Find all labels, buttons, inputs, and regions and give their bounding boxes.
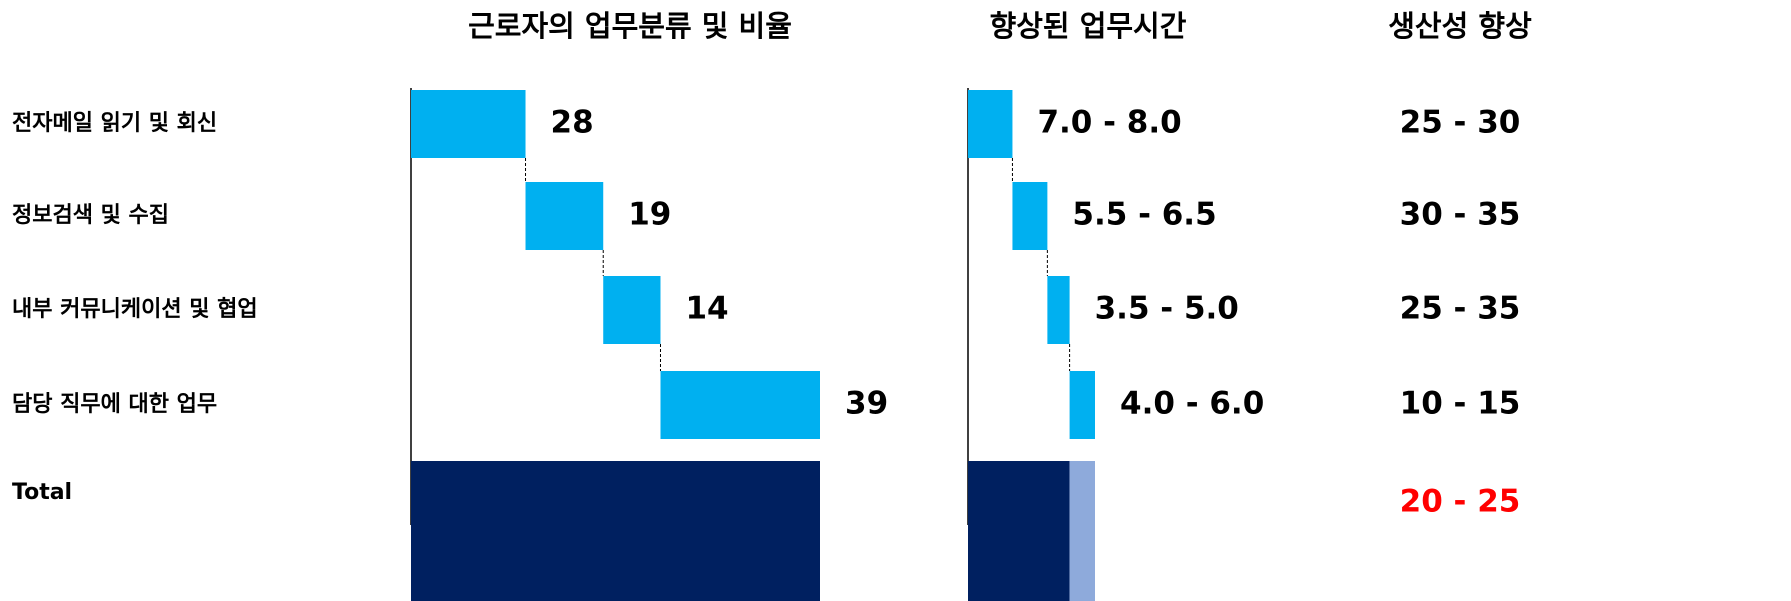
bar (1069, 371, 1095, 439)
row-label: 담당 직무에 대한 업무 (12, 392, 217, 417)
total-bar (411, 461, 820, 601)
value-label: 14 (685, 291, 728, 327)
bar (603, 276, 661, 344)
total-bar (1069, 461, 1095, 601)
value-label: 4.0 - 6.0 (1120, 386, 1264, 422)
bar (1047, 276, 1070, 344)
row-label: Total (12, 480, 72, 505)
value-label: 19 (628, 197, 671, 233)
productivity-value: 25 - 35 (1400, 291, 1521, 327)
value-label: 3.5 - 5.0 (1095, 291, 1239, 327)
bar (411, 90, 526, 158)
bar (525, 182, 604, 250)
row-label: 전자메일 읽기 및 회신 (12, 111, 217, 136)
value-label: 39 (845, 386, 888, 422)
bar (1012, 182, 1048, 250)
column-title: 생산성 향상 (1388, 9, 1532, 43)
productivity-total: 20 - 25 (1400, 484, 1521, 520)
value-label: 7.0 - 8.0 (1037, 105, 1181, 141)
productivity-value: 10 - 15 (1400, 386, 1521, 422)
value-label: 5.5 - 6.5 (1072, 197, 1216, 233)
row-label: 정보검색 및 수집 (12, 203, 169, 228)
chart-title: 향상된 업무시간 (990, 9, 1187, 43)
bar (660, 371, 820, 439)
value-label: 28 (551, 105, 594, 141)
productivity-value: 25 - 30 (1400, 105, 1521, 141)
row-label: 내부 커뮤니케이션 및 협업 (12, 297, 258, 322)
chart-title: 근로자의 업무분류 및 비율 (468, 9, 792, 43)
productivity-value: 30 - 35 (1400, 197, 1521, 233)
total-bar (968, 461, 1070, 601)
bar (968, 90, 1013, 158)
